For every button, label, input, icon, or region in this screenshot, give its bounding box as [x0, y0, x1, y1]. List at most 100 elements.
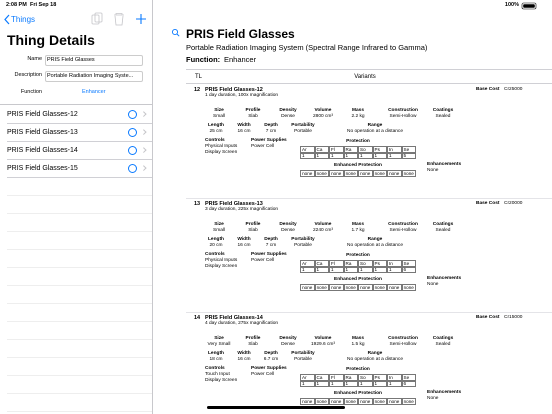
pane-divider [152, 0, 153, 414]
protection-header: Ps [372, 146, 387, 153]
list-item[interactable]: PRIS Field Glasses-12 [7, 111, 78, 118]
dim-value: No operation at a distance [346, 129, 404, 134]
dim-value: 20 cm [209, 243, 223, 248]
separator [7, 357, 152, 358]
control: Physical Inputs [205, 258, 238, 263]
dim-value: 7 cm [265, 243, 277, 248]
battery: 100% [504, 2, 519, 8]
back-button[interactable]: Things [11, 15, 36, 24]
power-label: Power Supplies [251, 366, 287, 371]
dim-label: Range [367, 237, 383, 242]
field-value[interactable]: PRIS Field Glasses [47, 57, 95, 63]
spec-label: Construction [388, 222, 418, 227]
dim-label: Portability [291, 237, 315, 242]
column-header: TL [195, 74, 203, 80]
back-chevron[interactable] [4, 14, 10, 25]
spec-value: Small [213, 228, 225, 233]
protection-header: Ar [300, 374, 315, 381]
protection-header: In [387, 146, 402, 153]
protection-header: Ps [372, 374, 387, 381]
enhancements-value: None [427, 282, 439, 287]
protection-header: Ca [314, 260, 329, 267]
list-item[interactable]: PRIS Field Glasses-14 [7, 147, 78, 154]
spec-value: 1.5 kg [351, 342, 365, 347]
spec-label: Coatings [432, 222, 454, 227]
list-item[interactable]: PRIS Field Glasses-15 [7, 165, 78, 172]
separator [186, 312, 552, 313]
separator [186, 69, 552, 70]
protection-value: 1 [300, 266, 315, 273]
protection-value: 1 [358, 380, 373, 387]
enhanced-protection-title: Enhanced Protection [334, 163, 382, 168]
protection-title: Protection [346, 139, 370, 144]
copy-button[interactable] [91, 12, 103, 25]
separator [7, 141, 152, 142]
protection-value: 1 [343, 380, 358, 387]
enhanced-protection-value: none [358, 284, 373, 291]
control: Display Screen [205, 378, 238, 383]
dim-label: Width [237, 351, 251, 356]
protection-value: 1 [300, 152, 315, 159]
protection-value: 1 [387, 380, 402, 387]
dim-label: Length [208, 123, 224, 128]
spec-label: Volume [314, 336, 332, 341]
dim-label: Range [367, 351, 383, 356]
info-button[interactable] [128, 127, 137, 137]
detail-title: PRIS Field Glasses [186, 27, 295, 41]
separator [7, 339, 152, 340]
info-button[interactable] [128, 145, 137, 155]
separator [7, 213, 152, 214]
tl: 14 [194, 315, 201, 321]
protection-value: 1 [372, 152, 387, 159]
field-label: Description [14, 72, 42, 78]
spec-label: Construction [388, 108, 418, 113]
power-supply: Power Cell [251, 144, 275, 149]
spec-label: Density [279, 108, 297, 113]
variant-description: 1 day duration, 100x magnification [205, 93, 279, 98]
protection-value: 1 [329, 152, 344, 159]
control: Touch Input [205, 372, 230, 377]
protection-value: 1 [314, 380, 329, 387]
function-value[interactable]: Enhancer [82, 89, 106, 95]
list-item[interactable]: PRIS Field Glasses-13 [7, 129, 78, 136]
enhanced-protection-value: none [401, 398, 416, 405]
separator [7, 303, 152, 304]
text-field[interactable] [45, 55, 143, 66]
protection-header: Ps [372, 260, 387, 267]
field-value[interactable]: Portable Radiation Imaging Syste... [47, 73, 134, 79]
enhanced-protection-title: Enhanced Protection [334, 277, 382, 282]
control: Display Screen [205, 264, 238, 269]
dim-value: 16 cm [237, 357, 251, 362]
enhancements-label: Enhancements [427, 162, 462, 167]
spec-label: Mass [352, 222, 364, 227]
info-button[interactable] [128, 163, 137, 173]
function-label: Function: [186, 55, 221, 64]
spec-label: Profile [245, 108, 261, 113]
spec-label: Size [214, 108, 224, 113]
trash-button[interactable] [114, 13, 124, 26]
enhancements-label: Enhancements [427, 390, 462, 395]
dim-label: Depth [264, 237, 278, 242]
search-button[interactable] [171, 28, 180, 37]
dim-value: Portable [294, 243, 312, 248]
enhanced-protection-value: none [329, 398, 344, 405]
protection-header: Se [401, 260, 416, 267]
add-button[interactable] [136, 14, 146, 24]
dim-label: Depth [264, 123, 278, 128]
spec-value: Sealed [435, 228, 451, 233]
variant-description: 4 day duration, 275x magnification [205, 321, 279, 326]
protection-header: Fl [329, 374, 344, 381]
enhanced-protection-value: none [372, 398, 387, 405]
spec-value: Sealed [435, 342, 451, 347]
spec-value: Semi-Hollow [389, 114, 417, 119]
text-field[interactable] [45, 71, 143, 82]
variant-description: 3 day duration, 225x magnification [205, 207, 279, 212]
protection-title: Protection [346, 367, 370, 372]
controls-label: Controls [205, 138, 225, 143]
battery-level [523, 4, 535, 8]
dim-label: Width [237, 237, 251, 242]
dim-value: Portable [294, 129, 312, 134]
separator [7, 411, 152, 412]
dim-value: No operation at a distance [346, 243, 404, 248]
info-button[interactable] [128, 109, 137, 119]
